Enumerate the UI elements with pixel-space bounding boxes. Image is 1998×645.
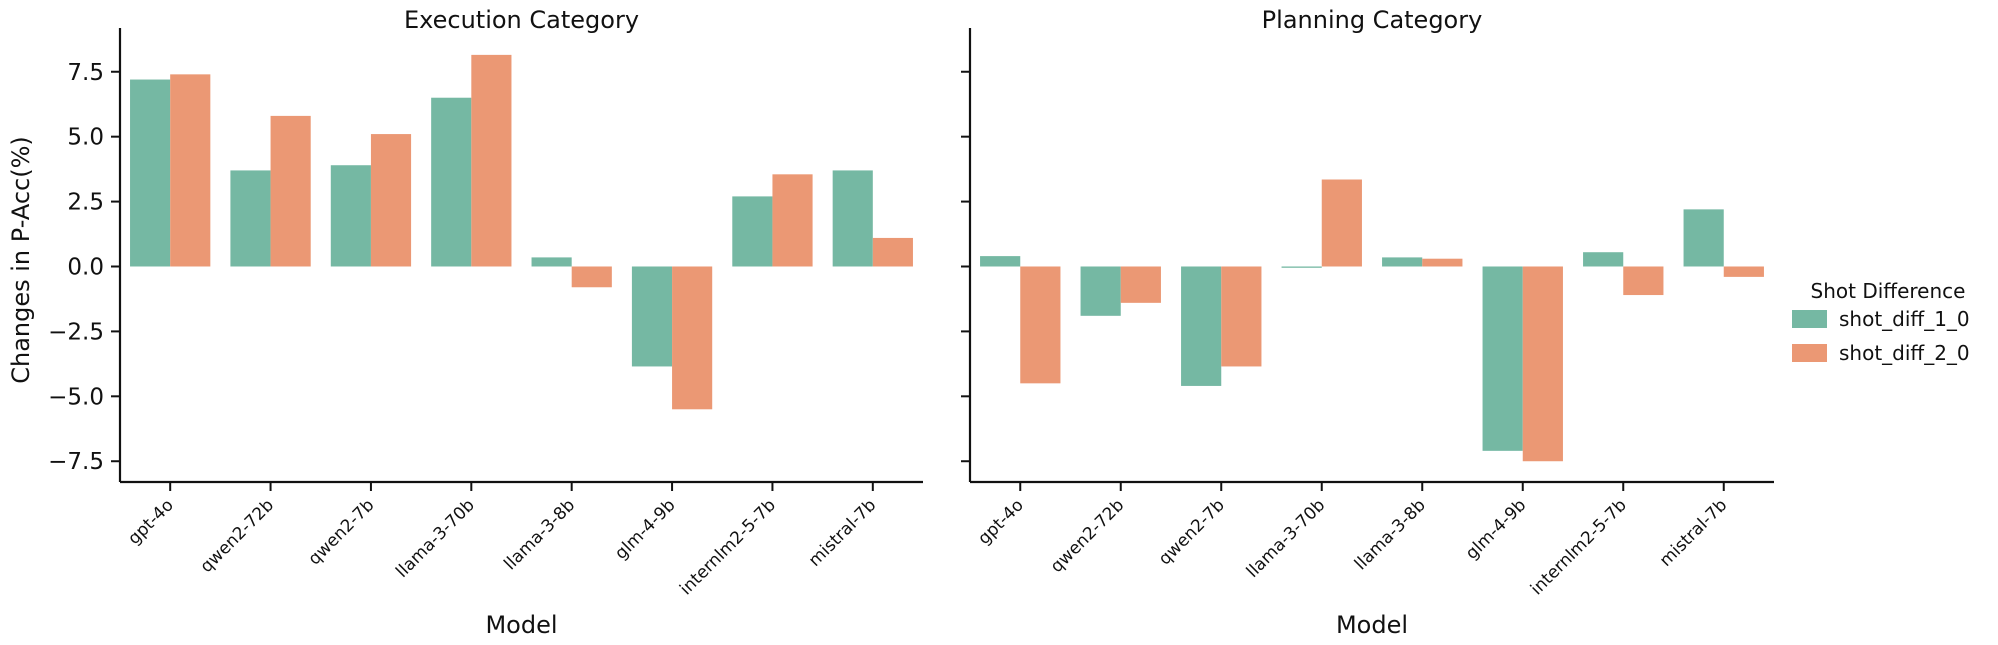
bar-shot_diff_2_0-qwen2-7b: qwen2-7b · shot_diff_2_0: 5.1 (370, 134, 412, 267)
x-tick-label: glm-4-9b (1462, 495, 1530, 563)
bar-shot_diff_2_0-llama-3-70b: llama-3-70b · shot_diff_2_0: 3.35 (1321, 179, 1362, 267)
bar-shot_diff_1_0-internlm2-5-7b: internlm2-5-7b · shot_diff_1_0: 2.7 (732, 196, 773, 267)
chart-title: Execution Category (404, 6, 639, 34)
bar-shot_diff_2_0-llama-3-8b: llama-3-8b · shot_diff_2_0: -0.8 (571, 266, 612, 288)
legend-swatch-shot_diff_1_0 (1792, 310, 1827, 328)
bar-shot_diff_1_0-qwen2-7b: qwen2-7b · shot_diff_1_0: -4.6 (1181, 266, 1222, 386)
x-tick-label: glm-4-9b (611, 495, 679, 563)
bar-shot_diff_2_0-mistral-7b: mistral-7b · shot_diff_2_0: 1.1 (872, 237, 913, 267)
bar-shot_diff_2_0-qwen2-7b: qwen2-7b · shot_diff_2_0: -3.85 (1221, 266, 1262, 367)
bar-shot_diff_1_0-llama-3-70b: llama-3-70b · shot_diff_1_0: 6.5 (431, 97, 472, 267)
x-tick-label: internlm2-5-7b (676, 495, 780, 599)
y-tick-label: −2.5 (48, 319, 104, 345)
x-tick-label: qwen2-7b (305, 495, 379, 569)
chart-title: Planning Category (1262, 6, 1483, 34)
x-axis-label: Model (485, 611, 557, 639)
x-tick-label: qwen2-72b (1047, 495, 1129, 577)
bar-shot_diff_1_0-qwen2-72b: qwen2-72b · shot_diff_1_0: -1.9 (1080, 266, 1121, 316)
bar-shot_diff_1_0-qwen2-72b: qwen2-72b · shot_diff_1_0: 3.7 (230, 170, 271, 267)
x-axis-label: Model (1336, 611, 1408, 639)
x-tick-label: gpt-4o (124, 495, 177, 548)
legend-label-shot_diff_1_0: shot_diff_1_0 (1839, 307, 1970, 331)
bar-shot_diff_1_0-gpt-4o: gpt-4o · shot_diff_1_0: 7.2 (130, 79, 171, 267)
y-tick-label: −5.0 (48, 384, 104, 410)
bar-shot_diff_1_0-mistral-7b: mistral-7b · shot_diff_1_0: 2.2 (1683, 209, 1724, 267)
x-tick-label: mistral-7b (805, 495, 880, 570)
bar-shot_diff_2_0-gpt-4o: gpt-4o · shot_diff_2_0: 7.4 (170, 74, 211, 267)
bar-shot_diff_2_0-internlm2-5-7b: internlm2-5-7b · shot_diff_2_0: -1.1 (1623, 266, 1664, 296)
x-tick-label: mistral-7b (1656, 495, 1731, 570)
bar-shot_diff_2_0-llama-3-70b: llama-3-70b · shot_diff_2_0: 8.15 (471, 54, 512, 267)
bar-shot_diff_2_0-gpt-4o: gpt-4o · shot_diff_2_0: -4.5 (1020, 266, 1061, 384)
bar-shot_diff_1_0-llama-3-8b: llama-3-8b · shot_diff_1_0: 0.35 (1382, 257, 1423, 267)
bar-shot_diff_1_0-llama-3-8b: llama-3-8b · shot_diff_1_0: 0.35 (531, 257, 572, 267)
bar-shot_diff_2_0-glm-4-9b: glm-4-9b · shot_diff_2_0: -7.5 (1522, 266, 1563, 462)
x-tick-label: gpt-4o (974, 495, 1027, 548)
bar-shot_diff_1_0-glm-4-9b: glm-4-9b · shot_diff_1_0: -7.1 (1482, 266, 1523, 451)
y-tick-label: −7.5 (48, 449, 104, 475)
y-tick-label: 5.0 (67, 125, 104, 151)
bar-shot_diff_2_0-llama-3-8b: llama-3-8b · shot_diff_2_0: 0.3 (1422, 258, 1463, 267)
legend-title: Shot Difference (1811, 279, 1966, 303)
bar-shot_diff_2_0-glm-4-9b: glm-4-9b · shot_diff_2_0: -5.5 (672, 266, 713, 410)
legend-swatch-shot_diff_2_0 (1792, 344, 1827, 362)
x-tick-label: llama-3-70b (392, 495, 479, 582)
bar-shot_diff_1_0-glm-4-9b: glm-4-9b · shot_diff_1_0: -3.85 (631, 266, 673, 367)
bar-shot_diff_2_0-qwen2-72b: qwen2-72b · shot_diff_2_0: -1.4 (1120, 266, 1161, 303)
x-tick-label: llama-3-8b (1351, 495, 1430, 574)
bar-shot_diff_1_0-llama-3-70b: llama-3-70b · shot_diff_1_0: -0.05 (1281, 266, 1322, 268)
bar-shot_diff_1_0-mistral-7b: mistral-7b · shot_diff_1_0: 3.7 (832, 170, 873, 267)
x-tick-label: qwen2-7b (1155, 495, 1229, 569)
x-tick-label: qwen2-72b (197, 495, 279, 577)
bar-shot_diff_2_0-mistral-7b: mistral-7b · shot_diff_2_0: -0.4 (1723, 266, 1764, 277)
bar-shot_diff_2_0-qwen2-72b: qwen2-72b · shot_diff_2_0: 5.8 (270, 115, 311, 267)
y-tick-label: 2.5 (67, 190, 104, 216)
bar-shot_diff_2_0-internlm2-5-7b: internlm2-5-7b · shot_diff_2_0: 3.55 (772, 174, 813, 267)
y-tick-label: 7.5 (67, 60, 104, 86)
y-tick-label: 0.0 (67, 254, 104, 280)
x-tick-label: llama-3-8b (500, 495, 579, 574)
legend-label-shot_diff_2_0: shot_diff_2_0 (1839, 341, 1970, 365)
y-axis-label: Changes in P-Acc(%) (7, 136, 35, 384)
x-tick-label: llama-3-70b (1243, 495, 1330, 582)
bar-shot_diff_1_0-internlm2-5-7b: internlm2-5-7b · shot_diff_1_0: 0.55 (1583, 252, 1624, 267)
x-tick-label: internlm2-5-7b (1527, 495, 1631, 599)
bar-shot_diff_1_0-qwen2-7b: qwen2-7b · shot_diff_1_0: 3.9 (330, 165, 371, 267)
bar-shot_diff_1_0-gpt-4o: gpt-4o · shot_diff_1_0: 0.4 (980, 256, 1021, 267)
